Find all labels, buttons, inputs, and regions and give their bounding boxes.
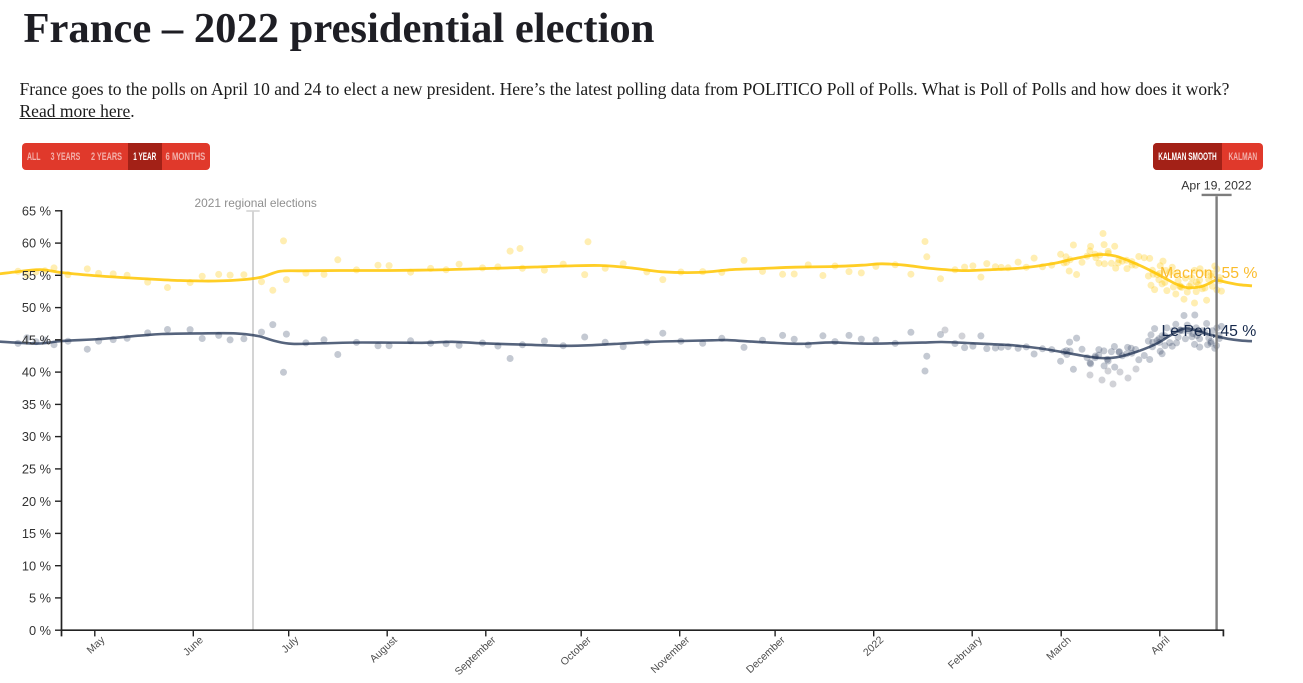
svg-text:60 %: 60 % bbox=[22, 236, 51, 251]
svg-text:20 %: 20 % bbox=[22, 494, 51, 509]
svg-text:Macron, 55 %: Macron, 55 % bbox=[1160, 265, 1257, 282]
svg-text:June: June bbox=[181, 634, 206, 658]
svg-text:Apr 19, 2022: Apr 19, 2022 bbox=[1181, 179, 1252, 193]
svg-text:5 %: 5 % bbox=[29, 591, 51, 606]
svg-text:August: August bbox=[368, 634, 400, 665]
svg-text:25 %: 25 % bbox=[22, 462, 51, 477]
svg-text:10 %: 10 % bbox=[22, 558, 51, 573]
svg-text:March: March bbox=[1044, 634, 1074, 663]
svg-text:2021 regional elections: 2021 regional elections bbox=[195, 196, 317, 210]
svg-text:50 %: 50 % bbox=[22, 300, 51, 315]
svg-text:15 %: 15 % bbox=[22, 526, 51, 541]
svg-text:October: October bbox=[558, 634, 594, 669]
svg-text:September: September bbox=[453, 634, 499, 678]
svg-text:30 %: 30 % bbox=[22, 429, 51, 444]
svg-text:0 %: 0 % bbox=[29, 623, 51, 638]
svg-text:November: November bbox=[649, 634, 693, 676]
svg-text:35 %: 35 % bbox=[22, 397, 51, 412]
svg-text:65 %: 65 % bbox=[22, 203, 51, 218]
svg-text:55 %: 55 % bbox=[22, 268, 51, 283]
svg-text:2022: 2022 bbox=[861, 634, 886, 659]
svg-text:December: December bbox=[744, 634, 788, 676]
svg-text:40 %: 40 % bbox=[22, 365, 51, 380]
svg-text:45 %: 45 % bbox=[22, 332, 51, 347]
svg-text:May: May bbox=[85, 634, 108, 657]
svg-text:April: April bbox=[1149, 634, 1173, 657]
svg-text:February: February bbox=[946, 634, 985, 672]
svg-text:Le Pen, 45 %: Le Pen, 45 % bbox=[1162, 323, 1257, 340]
svg-text:July: July bbox=[279, 634, 301, 656]
